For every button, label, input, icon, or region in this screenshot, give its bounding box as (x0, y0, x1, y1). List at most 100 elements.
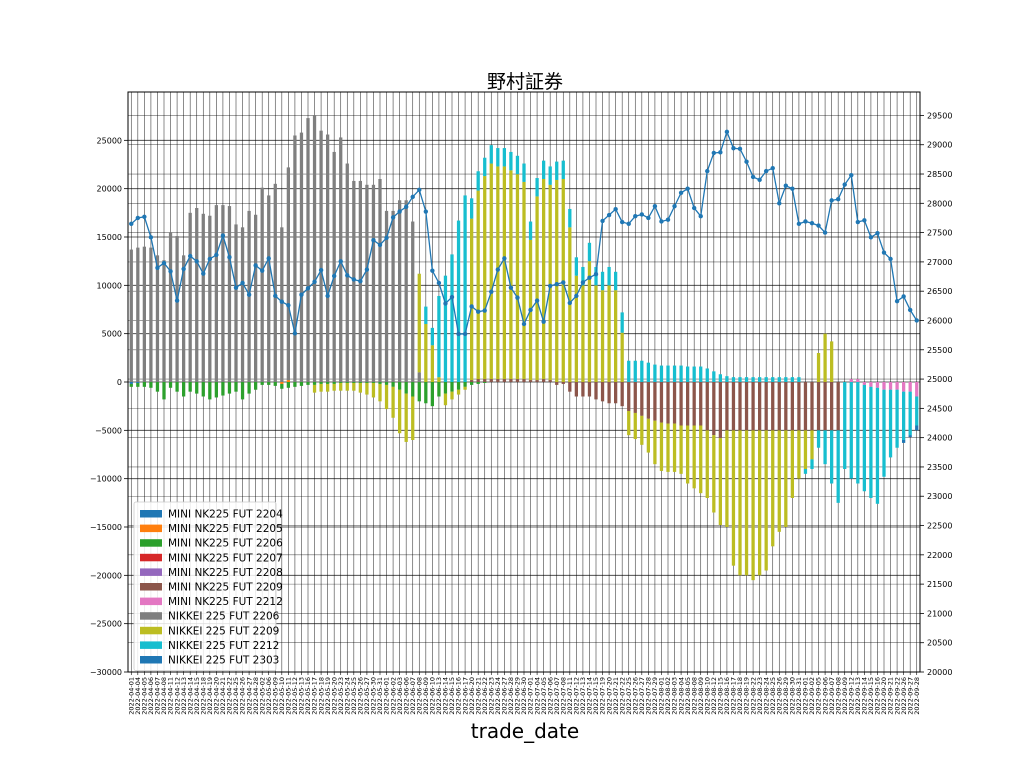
bar-segment (365, 184, 369, 382)
price-point (842, 182, 847, 187)
bar-segment (443, 393, 448, 406)
bar-segment (699, 382, 703, 426)
y2-tick-label: 28000 (927, 199, 952, 208)
bar-segment (424, 382, 428, 404)
price-point (606, 212, 612, 218)
x-tick-label: 2022-08-10 (703, 677, 711, 715)
bar-segment (535, 178, 539, 197)
bar-segment (692, 425, 696, 489)
price-point (633, 214, 638, 219)
price-point (901, 294, 906, 299)
bar-segment (430, 327, 434, 346)
bar-segment (188, 382, 192, 392)
x-tick-label: 2022-07-20 (605, 677, 613, 715)
price-point (528, 307, 533, 313)
x-tick-label: 2022-06-17 (461, 677, 469, 715)
y2-tick-label: 20500 (927, 639, 952, 648)
x-tick-label: 2022-07-12 (573, 677, 581, 715)
bar-segment (319, 130, 323, 382)
price-point (750, 174, 756, 180)
bar-segment (214, 205, 218, 382)
bar-segment (234, 382, 238, 392)
price-point (881, 250, 887, 255)
bar-segment (456, 220, 461, 382)
bar-segment (437, 382, 441, 397)
y2-tick-label: 28500 (927, 170, 952, 179)
stacked-bars (129, 115, 919, 581)
legend-label: NIKKEI 225 FUT 2206 (168, 611, 280, 623)
bar-segment (640, 415, 644, 445)
bar-segment (142, 246, 146, 382)
bar-segment (620, 382, 624, 407)
y2-tick-label: 20000 (927, 668, 952, 677)
bar-segment (450, 254, 454, 382)
price-point (567, 300, 573, 306)
bar-segment (535, 380, 539, 382)
bar-segment (692, 382, 696, 426)
x-tick-label: 2022-04-19 (206, 677, 214, 715)
bar-segment (463, 386, 467, 390)
bar-segment (718, 438, 722, 526)
bar-segment (417, 273, 421, 373)
x-tick-label: 2022-07-21 (612, 677, 620, 715)
x-tick-label: 2022-04-07 (154, 677, 162, 715)
bar-segment (764, 430, 768, 571)
x-tick-label: 2022-06-30 (520, 677, 528, 715)
bar-segment (542, 379, 546, 382)
bar-segment (908, 382, 912, 392)
price-point (894, 298, 900, 304)
bar-segment (398, 389, 402, 434)
bar-segment (653, 364, 657, 382)
x-tick-label: 2022-06-27 (501, 677, 509, 715)
x-tick-label: 2022-07-07 (553, 677, 561, 715)
bar-segment (823, 430, 827, 465)
bar-segment (548, 166, 552, 185)
bar-segment (607, 382, 611, 404)
x-tick-label: 2022-04-27 (245, 677, 253, 715)
bar-segment (483, 382, 487, 383)
x-tick-label: 2022-06-24 (494, 677, 502, 715)
price-point (351, 277, 357, 282)
bar-segment (738, 430, 742, 576)
bar-segment (129, 382, 133, 384)
bar-segment (679, 425, 683, 474)
bar-segment (633, 382, 637, 413)
price-point (174, 298, 180, 303)
x-tick-label: 2022-06-14 (442, 677, 450, 715)
y-tick-label: 0 (117, 378, 122, 387)
bar-segment (620, 332, 624, 382)
price-point (639, 212, 645, 217)
bar-segment (188, 212, 192, 382)
x-tick-label: 2022-04-21 (219, 677, 227, 715)
bar-segment (384, 210, 389, 382)
price-point (574, 293, 579, 299)
price-point (390, 215, 396, 220)
bar-segment (208, 215, 212, 382)
bar-segment (869, 386, 873, 498)
bar-segment (280, 383, 284, 389)
bar-segment (195, 382, 199, 394)
x-tick-label: 2022-06-13 (435, 677, 443, 715)
bar-segment (489, 145, 493, 164)
price-point (266, 256, 271, 261)
price-point (135, 215, 141, 221)
price-point (803, 219, 808, 224)
bar-segment (568, 382, 572, 392)
bar-segment (437, 295, 441, 378)
price-point (410, 194, 415, 200)
price-point (246, 292, 252, 297)
x-tick-label: 2022-07-22 (618, 677, 626, 715)
x-tick-label: 2022-06-23 (487, 677, 495, 715)
x-tick-label: 2022-05-23 (337, 677, 345, 715)
bar-segment (672, 382, 677, 424)
bar-segment (273, 382, 277, 386)
bar-segment (286, 382, 290, 388)
bar-segment (136, 382, 140, 383)
bar-segment (744, 382, 749, 431)
x-tick-label: 2022-04-15 (193, 677, 201, 715)
x-tick-label: 2022-04-13 (180, 677, 188, 715)
bar-segment (758, 377, 762, 382)
bar-segment (843, 382, 847, 469)
price-point (168, 269, 173, 274)
